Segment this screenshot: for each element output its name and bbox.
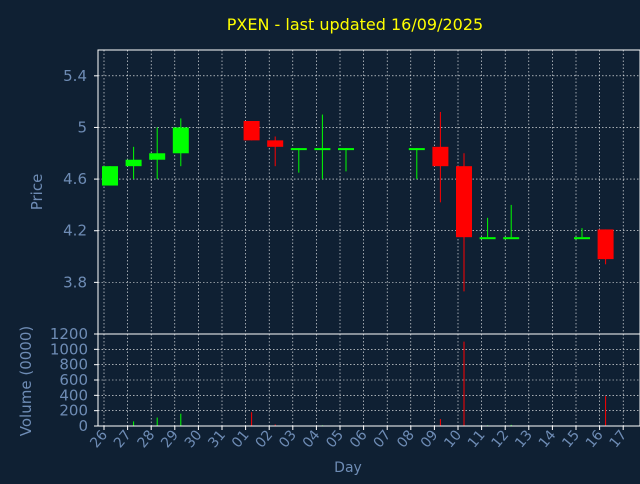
x-tick-label: 04 bbox=[300, 427, 324, 451]
x-tick-label: 31 bbox=[205, 427, 229, 451]
price-gridlines bbox=[98, 50, 640, 334]
candle-body bbox=[243, 121, 260, 141]
x-tick-label: 26 bbox=[87, 427, 111, 451]
volume-y-tick-label: 800 bbox=[59, 356, 88, 374]
volume-gridlines bbox=[98, 333, 640, 427]
candle-body bbox=[432, 146, 449, 167]
price-y-tick-label: 4.6 bbox=[63, 170, 87, 188]
x-tick-label: 03 bbox=[276, 427, 300, 451]
candle-body bbox=[267, 140, 284, 147]
x-tick-label: 09 bbox=[418, 427, 442, 451]
candle-body bbox=[597, 229, 614, 260]
candle-body bbox=[338, 148, 354, 151]
volume-y-axis-label: Volume (0000) bbox=[17, 326, 35, 436]
candle-body bbox=[125, 159, 142, 167]
price-y-axis-label: Price bbox=[28, 174, 46, 211]
x-tick-label: 16 bbox=[583, 427, 607, 451]
x-tick-label: 12 bbox=[489, 427, 513, 451]
volume-y-tick-label: 1000 bbox=[50, 340, 88, 358]
x-tick-label: 27 bbox=[111, 427, 135, 451]
candle-body bbox=[314, 148, 331, 151]
candle-body bbox=[479, 237, 496, 240]
x-tick-label: 30 bbox=[182, 427, 206, 451]
x-tick-labels: 26 27 28 29 30 31 01 02 03 04 05 06 07 08 09 10 11 12 13 14… bbox=[87, 426, 630, 451]
x-tick-label: 13 bbox=[512, 427, 536, 451]
candle-body bbox=[102, 166, 118, 186]
candle-body bbox=[456, 166, 472, 238]
candle-body bbox=[149, 153, 166, 160]
x-tick-label: 29 bbox=[158, 427, 182, 451]
candle-body bbox=[290, 148, 307, 151]
volume-y-tick-label: 200 bbox=[59, 402, 88, 420]
volume-y-tick-label: 400 bbox=[59, 386, 88, 404]
price-candles bbox=[102, 111, 614, 292]
price-panel-frame bbox=[97, 49, 640, 335]
volume-bars bbox=[109, 341, 607, 426]
x-tick-label: 14 bbox=[536, 427, 560, 451]
x-tick-label: 17 bbox=[607, 427, 631, 451]
volume-y-tick-label: 0 bbox=[78, 417, 88, 435]
price-y-tick-labels: 5.4 5 4.6 4.2 3.8 bbox=[63, 67, 98, 291]
x-tick-label: 08 bbox=[394, 427, 418, 451]
candle-body bbox=[503, 237, 520, 240]
volume-y-tick-label: 600 bbox=[59, 371, 88, 389]
x-axis-label: Day bbox=[334, 460, 362, 476]
price-y-tick-label: 3.8 bbox=[63, 273, 87, 291]
x-tick-label: 28 bbox=[135, 427, 159, 451]
x-tick-label: 05 bbox=[323, 427, 347, 451]
x-tick-label: 01 bbox=[229, 427, 253, 451]
x-tick-label: 06 bbox=[347, 427, 371, 451]
x-tick-label: 15 bbox=[559, 427, 583, 451]
x-tick-label: 10 bbox=[441, 427, 465, 451]
candle-body bbox=[408, 148, 425, 151]
candle-body bbox=[172, 127, 189, 154]
x-tick-label: 07 bbox=[371, 427, 395, 451]
price-y-tick-label: 4.2 bbox=[63, 222, 87, 240]
price-y-tick-label: 5 bbox=[77, 118, 87, 136]
x-tick-label: 11 bbox=[465, 427, 489, 451]
candle-body bbox=[574, 237, 590, 240]
volume-y-tick-label: 1200 bbox=[50, 325, 88, 343]
price-y-tick-label: 5.4 bbox=[63, 67, 87, 85]
x-tick-label: 02 bbox=[253, 427, 277, 451]
chart-title: PXEN - last updated 16/09/2025 bbox=[227, 15, 483, 34]
